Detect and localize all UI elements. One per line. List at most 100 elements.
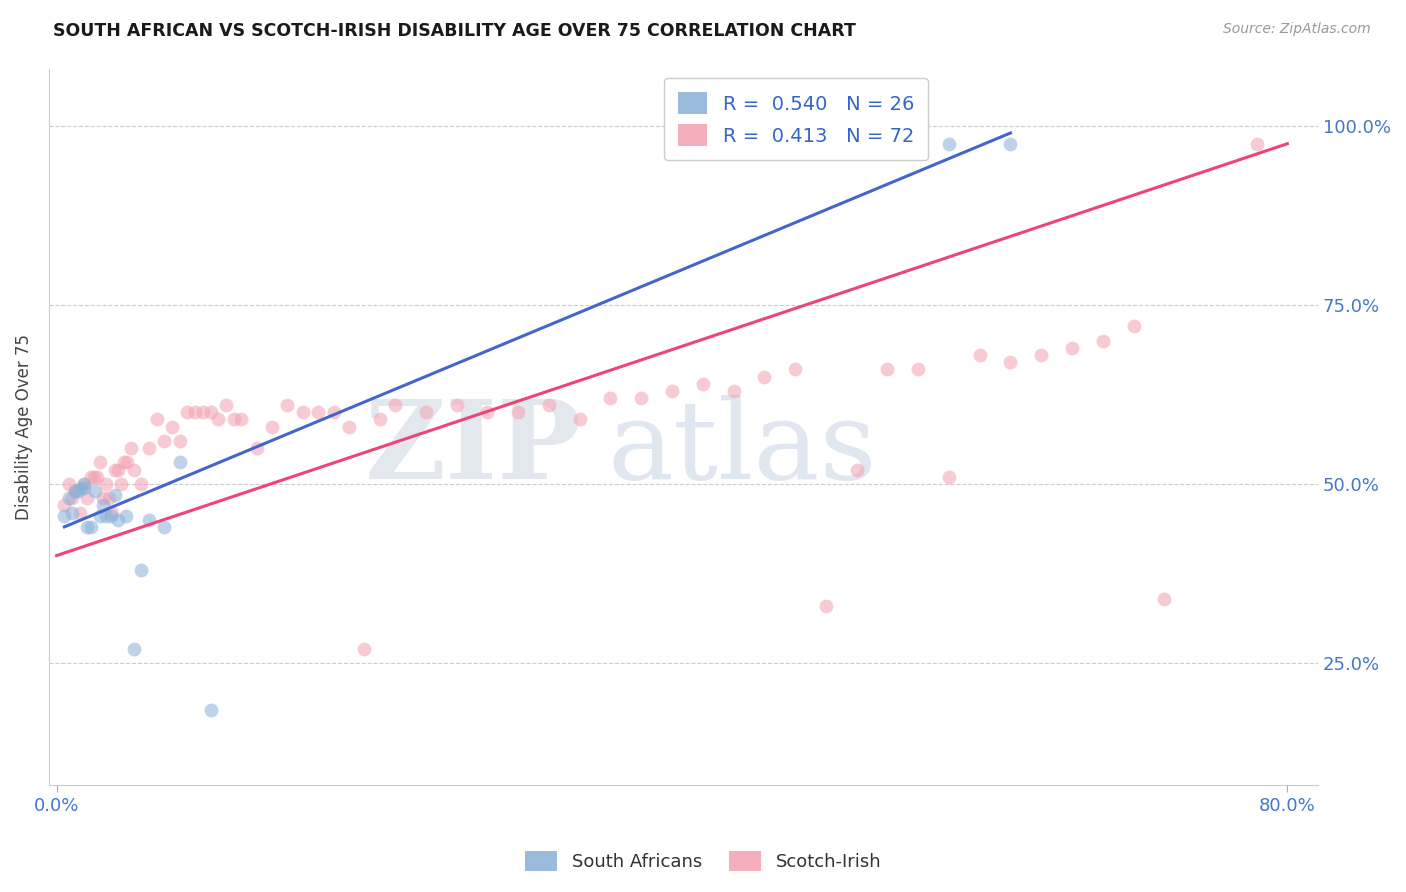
Point — [415, 405, 437, 419]
Point — [73, 477, 96, 491]
Point — [1153, 591, 1175, 606]
Point — [101, 506, 124, 520]
Point — [845, 462, 868, 476]
Point — [129, 477, 152, 491]
Point — [215, 398, 238, 412]
Point — [661, 384, 683, 398]
Point — [73, 481, 96, 495]
Point — [207, 412, 229, 426]
Point — [100, 509, 122, 524]
Point — [63, 484, 86, 499]
Point — [91, 499, 114, 513]
Point — [107, 513, 129, 527]
Point — [276, 398, 298, 412]
Point — [938, 469, 960, 483]
Point — [723, 384, 745, 398]
Legend: South Africans, Scotch-Irish: South Africans, Scotch-Irish — [517, 844, 889, 879]
Point — [1122, 319, 1144, 334]
Point — [307, 405, 329, 419]
Point — [58, 491, 80, 506]
Point — [76, 520, 98, 534]
Point — [107, 462, 129, 476]
Point — [200, 702, 222, 716]
Point — [98, 491, 121, 506]
Point — [153, 520, 176, 534]
Point — [145, 412, 167, 426]
Point — [191, 405, 214, 419]
Point — [1000, 355, 1022, 369]
Point — [153, 434, 176, 448]
Point — [60, 491, 83, 506]
Y-axis label: Disability Age Over 75: Disability Age Over 75 — [15, 334, 32, 520]
Point — [322, 405, 344, 419]
Point — [1031, 348, 1053, 362]
Point — [122, 641, 145, 656]
Point — [568, 412, 591, 426]
Text: ZIP: ZIP — [366, 394, 582, 501]
Point — [1091, 334, 1114, 348]
Point — [70, 481, 93, 495]
Point — [169, 434, 191, 448]
Point — [446, 398, 468, 412]
Point — [599, 391, 621, 405]
Point — [69, 506, 91, 520]
Point — [384, 398, 406, 412]
Text: Source: ZipAtlas.com: Source: ZipAtlas.com — [1223, 22, 1371, 37]
Point — [110, 477, 132, 491]
Point — [368, 412, 391, 426]
Point — [112, 455, 135, 469]
Point — [1246, 136, 1268, 151]
Point — [53, 509, 76, 524]
Point — [58, 477, 80, 491]
Point — [104, 462, 127, 476]
Point — [138, 513, 160, 527]
Point — [122, 462, 145, 476]
Point — [89, 455, 111, 469]
Point — [79, 520, 101, 534]
Point — [969, 348, 991, 362]
Point — [94, 509, 117, 524]
Point — [783, 362, 806, 376]
Text: atlas: atlas — [607, 394, 877, 501]
Point — [86, 469, 108, 483]
Point — [94, 477, 117, 491]
Point — [184, 405, 207, 419]
Point — [63, 484, 86, 499]
Point — [291, 405, 314, 419]
Point — [84, 484, 107, 499]
Point — [814, 599, 837, 613]
Point — [537, 398, 560, 412]
Point — [138, 441, 160, 455]
Point — [200, 405, 222, 419]
Point — [79, 469, 101, 483]
Point — [876, 362, 898, 376]
Point — [754, 369, 776, 384]
Point — [477, 405, 499, 419]
Point — [160, 419, 183, 434]
Point — [89, 509, 111, 524]
Point — [115, 509, 138, 524]
Point — [76, 491, 98, 506]
Point — [67, 484, 90, 499]
Legend: R =  0.540   N = 26, R =  0.413   N = 72: R = 0.540 N = 26, R = 0.413 N = 72 — [665, 78, 928, 160]
Point — [120, 441, 142, 455]
Text: SOUTH AFRICAN VS SCOTCH-IRISH DISABILITY AGE OVER 75 CORRELATION CHART: SOUTH AFRICAN VS SCOTCH-IRISH DISABILITY… — [53, 22, 856, 40]
Point — [176, 405, 198, 419]
Point — [508, 405, 530, 419]
Point — [104, 488, 127, 502]
Point — [692, 376, 714, 391]
Point — [337, 419, 360, 434]
Point — [129, 563, 152, 577]
Point — [231, 412, 253, 426]
Point — [73, 477, 96, 491]
Point — [1000, 136, 1022, 151]
Point — [1060, 341, 1083, 355]
Point — [938, 136, 960, 151]
Point — [60, 506, 83, 520]
Point — [169, 455, 191, 469]
Point — [83, 469, 105, 483]
Point — [53, 499, 76, 513]
Point — [222, 412, 245, 426]
Point — [630, 391, 652, 405]
Point — [246, 441, 269, 455]
